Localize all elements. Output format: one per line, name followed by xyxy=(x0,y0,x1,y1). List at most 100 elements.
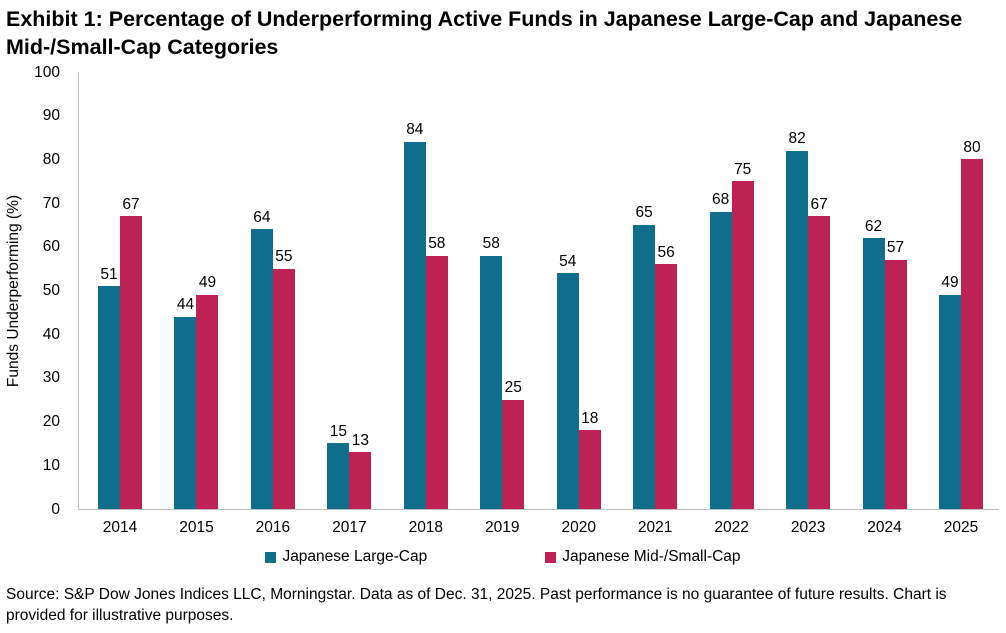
bar-value-japanese-mid-small-cap-2018: 58 xyxy=(428,235,446,253)
bar-value-japanese-mid-small-cap-2015: 49 xyxy=(198,274,217,292)
bar-wrap-japanese-mid-small-cap-2024: 57 xyxy=(884,72,907,509)
bar-value-japanese-mid-small-cap-2020: 18 xyxy=(581,409,599,427)
legend-swatch-japanese-large-cap xyxy=(265,551,277,563)
bar-wrap-japanese-large-cap-2016: 64 xyxy=(250,72,273,509)
bar-wrap-japanese-large-cap-2021: 65 xyxy=(633,72,656,509)
bar-japanese-large-cap-2019 xyxy=(480,255,503,509)
bar-value-japanese-large-cap-2020: 54 xyxy=(559,252,577,270)
y-tick-label-50: 50 xyxy=(42,281,60,299)
bar-japanese-mid-small-cap-2020 xyxy=(578,430,601,509)
y-tick-label-60: 60 xyxy=(42,238,60,256)
bar-wrap-japanese-mid-small-cap-2014: 67 xyxy=(120,72,142,509)
bar-japanese-large-cap-2022 xyxy=(709,211,732,509)
legend-label-japanese-mid-small-cap: Japanese Mid-/Small-Cap xyxy=(562,548,741,565)
x-axis-label-2018: 2018 xyxy=(408,519,444,536)
bar-value-japanese-large-cap-2022: 68 xyxy=(712,191,730,209)
bar-group-2020: 54 18 2020 xyxy=(556,72,601,536)
bar-japanese-mid-small-cap-2025 xyxy=(960,159,983,509)
plot-area: 51 67 2014 44 49 2015 64 55 2016 15 13 2017 84 58 2018… xyxy=(78,72,999,536)
y-tick-label-30: 30 xyxy=(42,369,60,387)
bar-wrap-japanese-mid-small-cap-2019: 25 xyxy=(502,72,525,509)
x-axis-label-2020: 2020 xyxy=(561,519,596,536)
x-axis-label-2015: 2015 xyxy=(179,519,214,536)
bar-japanese-mid-small-cap-2021 xyxy=(655,264,678,509)
bar-group-2019: 58 25 2019 xyxy=(480,72,525,536)
chart-legend: Japanese Large-Cap Japanese Mid-/Small-Ca… xyxy=(0,548,1006,566)
bar-wrap-japanese-mid-small-cap-2023: 67 xyxy=(808,72,831,509)
y-tick-label-10: 10 xyxy=(42,456,60,474)
legend-swatch-japanese-mid-small-cap xyxy=(545,551,557,563)
bar-groups: 51 67 2014 44 49 2015 64 55 2016 15 13 2017 84 58 2018… xyxy=(79,72,999,536)
bar-wrap-japanese-large-cap-2025: 49 xyxy=(938,72,961,509)
bar-group-2025: 49 80 2025 xyxy=(938,72,983,536)
bar-japanese-large-cap-2016 xyxy=(250,229,273,509)
bar-wrap-japanese-large-cap-2020: 54 xyxy=(556,72,579,509)
bar-japanese-mid-small-cap-2023 xyxy=(808,216,831,509)
x-axis-label-2014: 2014 xyxy=(102,519,138,536)
y-tick-label-70: 70 xyxy=(42,194,60,212)
bar-japanese-large-cap-2014 xyxy=(98,286,120,509)
bar-wrap-japanese-large-cap-2014: 51 xyxy=(98,72,120,509)
y-axis-ticks: 0 10 20 30 40 50 60 70 80 90 100 xyxy=(0,64,70,516)
bar-group-2022: 68 75 2022 xyxy=(709,72,754,536)
bar-group-2017: 15 13 2017 xyxy=(327,72,372,536)
bar-group-2018: 84 58 2018 xyxy=(403,72,448,536)
bar-japanese-mid-small-cap-2024 xyxy=(884,259,907,509)
bar-japanese-large-cap-2017 xyxy=(327,443,350,509)
bar-japanese-large-cap-2020 xyxy=(556,273,579,509)
bar-value-japanese-mid-small-cap-2021: 56 xyxy=(657,243,675,261)
bar-value-japanese-large-cap-2025: 49 xyxy=(941,274,959,292)
bar-value-japanese-large-cap-2019: 58 xyxy=(482,235,500,253)
bar-value-japanese-mid-small-cap-2019: 25 xyxy=(504,379,522,397)
bar-japanese-mid-small-cap-2018 xyxy=(425,255,448,509)
legend-item-japanese-large-cap: Japanese Large-Cap xyxy=(265,548,427,566)
y-tick-label-0: 0 xyxy=(51,500,60,518)
bar-japanese-mid-small-cap-2016 xyxy=(272,268,295,509)
bar-wrap-japanese-large-cap-2023: 82 xyxy=(786,72,809,509)
bar-group-2014: 51 67 2014 xyxy=(98,72,142,536)
bar-value-japanese-large-cap-2024: 62 xyxy=(864,217,883,235)
bar-japanese-large-cap-2021 xyxy=(633,224,656,509)
y-tick-label-100: 100 xyxy=(34,63,60,81)
chart-title: Exhibit 1: Percentage of Underperforming… xyxy=(6,7,963,59)
x-axis-label-2025: 2025 xyxy=(943,519,979,536)
bar-wrap-japanese-mid-small-cap-2015: 49 xyxy=(196,72,219,509)
bar-value-japanese-large-cap-2016: 64 xyxy=(253,208,271,226)
bar-wrap-japanese-large-cap-2022: 68 xyxy=(709,72,732,509)
x-axis-label-2023: 2023 xyxy=(790,519,826,536)
legend-item-japanese-mid-small-cap: Japanese Mid-/Small-Cap xyxy=(545,548,741,566)
y-tick-label-90: 90 xyxy=(42,106,60,124)
bar-japanese-mid-small-cap-2019 xyxy=(502,399,525,509)
bar-group-2023: 82 67 2023 xyxy=(786,72,831,536)
bar-japanese-large-cap-2023 xyxy=(786,150,809,509)
bar-wrap-japanese-large-cap-2015: 44 xyxy=(174,72,197,509)
y-tick-label-40: 40 xyxy=(42,325,60,343)
bar-wrap-japanese-large-cap-2024: 62 xyxy=(862,72,885,509)
x-axis-label-2016: 2016 xyxy=(255,519,291,536)
x-axis-label-2024: 2024 xyxy=(867,519,902,536)
x-axis-label-2017: 2017 xyxy=(332,519,367,536)
source-note: Source: S&P Dow Jones Indices LLC, Morni… xyxy=(6,586,947,624)
bar-group-2024: 62 57 2024 xyxy=(862,72,907,536)
bar-wrap-japanese-mid-small-cap-2018: 58 xyxy=(425,72,448,509)
x-axis-label-2019: 2019 xyxy=(485,519,520,536)
bar-wrap-japanese-large-cap-2017: 15 xyxy=(327,72,350,509)
bar-group-2015: 44 49 2015 xyxy=(174,72,219,536)
bar-value-japanese-large-cap-2023: 82 xyxy=(788,130,806,148)
legend-label-japanese-large-cap: Japanese Large-Cap xyxy=(282,548,428,565)
bar-value-japanese-large-cap-2017: 15 xyxy=(329,422,347,440)
bar-value-japanese-large-cap-2014: 51 xyxy=(100,265,118,283)
bar-value-japanese-mid-small-cap-2016: 55 xyxy=(275,248,293,266)
bar-value-japanese-mid-small-cap-2023: 67 xyxy=(810,195,828,213)
bar-value-japanese-mid-small-cap-2014: 67 xyxy=(122,195,140,213)
bar-group-2021: 65 56 2021 xyxy=(633,72,678,536)
bar-japanese-mid-small-cap-2017 xyxy=(349,452,372,509)
bar-wrap-japanese-mid-small-cap-2021: 56 xyxy=(655,72,678,509)
bar-group-2016: 64 55 2016 xyxy=(250,72,295,536)
bar-wrap-japanese-mid-small-cap-2016: 55 xyxy=(272,72,295,509)
bar-value-japanese-mid-small-cap-2022: 75 xyxy=(734,160,752,178)
bar-value-japanese-mid-small-cap-2025: 80 xyxy=(963,138,981,156)
bar-japanese-mid-small-cap-2015 xyxy=(196,294,219,509)
bar-japanese-large-cap-2015 xyxy=(174,316,197,509)
bar-wrap-japanese-mid-small-cap-2017: 13 xyxy=(349,72,372,509)
